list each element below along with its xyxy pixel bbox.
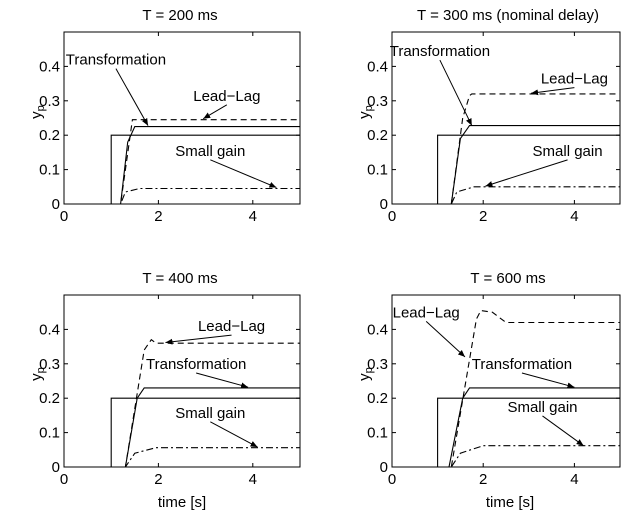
annotation-arrow (202, 104, 228, 120)
y-tick-label: 0.4 (367, 58, 388, 75)
panel-title: T = 200 ms (142, 7, 217, 24)
annotation-label: Transformation (66, 52, 166, 69)
annotation-arrow (196, 372, 249, 389)
y-tick-label: 0 (52, 196, 60, 213)
series-line-dashed (64, 338, 300, 467)
series-line-dashdot (64, 187, 300, 204)
series-line-dashdot (392, 445, 620, 467)
y-tick-label: 0.1 (367, 425, 388, 442)
y-axis-label: yp (28, 105, 47, 119)
y-tick-label: 0 (380, 459, 388, 476)
annotation-label: Small gain (533, 143, 603, 160)
plot-frame (63, 31, 301, 205)
annotation-label: Small gain (175, 405, 245, 422)
annotation-arrow (521, 372, 575, 389)
annotation-arrow (439, 59, 473, 126)
panel-title: T = 400 ms (142, 270, 217, 287)
x-tick-label: 0 (60, 208, 68, 225)
series-line-dashdot (64, 447, 300, 467)
x-tick-label: 2 (154, 208, 162, 225)
annotation-label: Lead−Lag (198, 318, 265, 335)
y-tick-label: 0.3 (39, 356, 60, 373)
y-axis-label-main: y (356, 111, 373, 119)
y-axis-label-main: y (28, 111, 45, 119)
y-tick-label: 0.1 (367, 162, 388, 179)
y-axis-label-sub: p (35, 105, 47, 111)
y-axis-label-sub: p (363, 367, 375, 373)
y-tick-label: 0.3 (39, 93, 60, 110)
y-tick-label: 0.4 (367, 321, 388, 338)
x-axis-label: time [s] (158, 494, 206, 511)
annotation-label: Lead−Lag (393, 304, 460, 321)
panel-title: T = 300 ms (nominal delay) (417, 7, 599, 24)
panel-3: T = 600 ms yp time [s] 0 2 4 0 0.1 0.2 0.3 0.4 L… (356, 270, 621, 511)
y-tick-label: 0.4 (39, 321, 60, 338)
x-tick-label: 2 (479, 471, 487, 488)
annotation-arrow (210, 421, 258, 448)
x-tick-label: 0 (60, 471, 68, 488)
x-tick-label: 2 (479, 208, 487, 225)
annotation-label: Transformation (146, 356, 246, 373)
panel-1: T = 300 ms (nominal delay) yp 0 2 4 0 0.1 0.2… (356, 7, 621, 225)
series-line-dashed (64, 119, 300, 204)
annotation-label: Lead−Lag (193, 88, 260, 105)
annotation-arrow (425, 320, 466, 358)
annotation-label: Transformation (390, 43, 490, 60)
y-tick-label: 0.3 (367, 93, 388, 110)
plot-frame (63, 294, 301, 468)
annotation-arrow (542, 415, 584, 447)
y-axis-label-sub: p (35, 367, 47, 373)
annotation-label: Lead−Lag (541, 71, 608, 88)
y-axis-label-main: y (28, 373, 45, 381)
x-tick-label: 4 (570, 208, 578, 225)
y-axis-label-sub: p (363, 105, 375, 111)
series-line-solid (64, 126, 300, 204)
y-tick-label: 0.3 (367, 356, 388, 373)
y-tick-label: 0.2 (367, 127, 388, 144)
y-tick-label: 0.2 (39, 390, 60, 407)
x-tick-label: 2 (154, 471, 162, 488)
series-line-dashdot (392, 186, 620, 204)
series-line-solid (392, 134, 620, 204)
y-tick-label: 0.1 (39, 162, 60, 179)
panel-0: T = 200 ms yp 0 2 4 0 0.1 0.2 0.3 0.4 Transforma… (28, 7, 301, 225)
x-tick-label: 4 (249, 471, 257, 488)
y-tick-label: 0.2 (367, 390, 388, 407)
series-line-solid (392, 125, 620, 204)
y-axis-label: yp (356, 105, 375, 119)
annotation-arrow (165, 334, 232, 345)
annotation-label: Small gain (175, 143, 245, 160)
series-line-solid (64, 397, 300, 467)
annotation-arrow (531, 87, 575, 96)
series-line-dashed (392, 309, 620, 467)
annotation-arrow (115, 68, 149, 126)
x-axis-label: time [s] (486, 494, 534, 511)
y-tick-label: 0.1 (39, 425, 60, 442)
series-line-solid (392, 397, 620, 467)
y-axis-label: yp (356, 367, 375, 381)
x-tick-label: 0 (388, 208, 396, 225)
series-line-solid (64, 134, 300, 204)
y-axis-label: yp (28, 367, 47, 381)
annotation-arrow (210, 159, 277, 188)
x-tick-label: 4 (570, 471, 578, 488)
series-line-solid (64, 387, 300, 467)
panel-title: T = 600 ms (470, 270, 545, 287)
y-tick-label: 0.2 (39, 127, 60, 144)
annotation-arrow (485, 159, 568, 187)
x-tick-label: 4 (249, 208, 257, 225)
series-line-solid (392, 387, 620, 467)
y-tick-label: 0 (52, 459, 60, 476)
annotation-label: Small gain (507, 399, 577, 416)
panel-2: T = 400 ms yp time [s] 0 2 4 0 0.1 0.2 0.3 0.4 L… (28, 270, 301, 511)
annotation-label: Transformation (472, 356, 572, 373)
plot-frame (391, 294, 621, 468)
y-axis-label-main: y (356, 373, 373, 381)
x-tick-label: 0 (388, 471, 396, 488)
plot-frame (391, 31, 621, 205)
y-tick-label: 0.4 (39, 58, 60, 75)
y-tick-label: 0 (380, 196, 388, 213)
